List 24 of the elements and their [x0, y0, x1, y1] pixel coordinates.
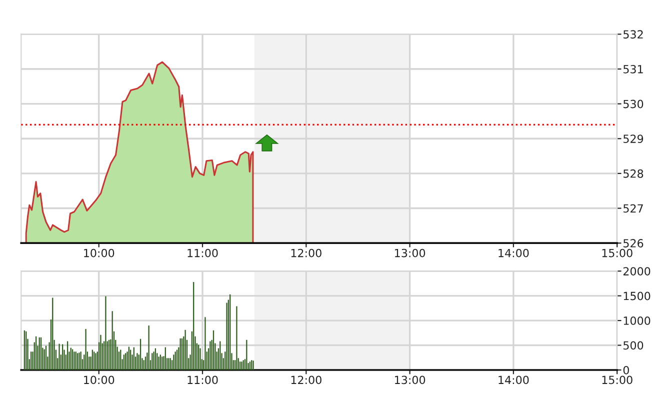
x-tick-label: 10:00	[84, 376, 114, 384]
x-tick-label: 11:00	[188, 376, 218, 384]
x-tick-label: 10:00	[84, 248, 114, 258]
y-tick-label: 528	[624, 169, 644, 178]
y-tick-label: 531	[624, 64, 643, 74]
x-tick-label: 14:00	[498, 376, 529, 384]
y-tick-label: 526	[624, 239, 644, 248]
x-tick-label: 11:00	[188, 248, 218, 258]
x-tick-label: 14:00	[498, 248, 529, 258]
y-tick-label: 1000	[624, 316, 650, 325]
x-tick-label: 15:00	[602, 248, 632, 258]
y-tick-label: 530	[624, 100, 644, 108]
x-tick-label: 13:00	[395, 248, 426, 258]
y-tick-label: 500	[624, 341, 644, 350]
x-tick-label: 12:00	[291, 376, 322, 384]
y-tick-label: 529	[624, 134, 644, 144]
y-tick-label: 2000	[623, 267, 650, 276]
y-tick-label: 527	[624, 204, 643, 213]
y-tick-label: 1500	[624, 292, 650, 300]
y-tick-label: 532	[624, 30, 643, 39]
y-tick-label: 0	[623, 366, 629, 374]
x-tick-label: 13:00	[395, 376, 426, 384]
x-tick-label: 12:00	[291, 248, 322, 258]
x-tick-label: 15:00	[602, 376, 632, 384]
